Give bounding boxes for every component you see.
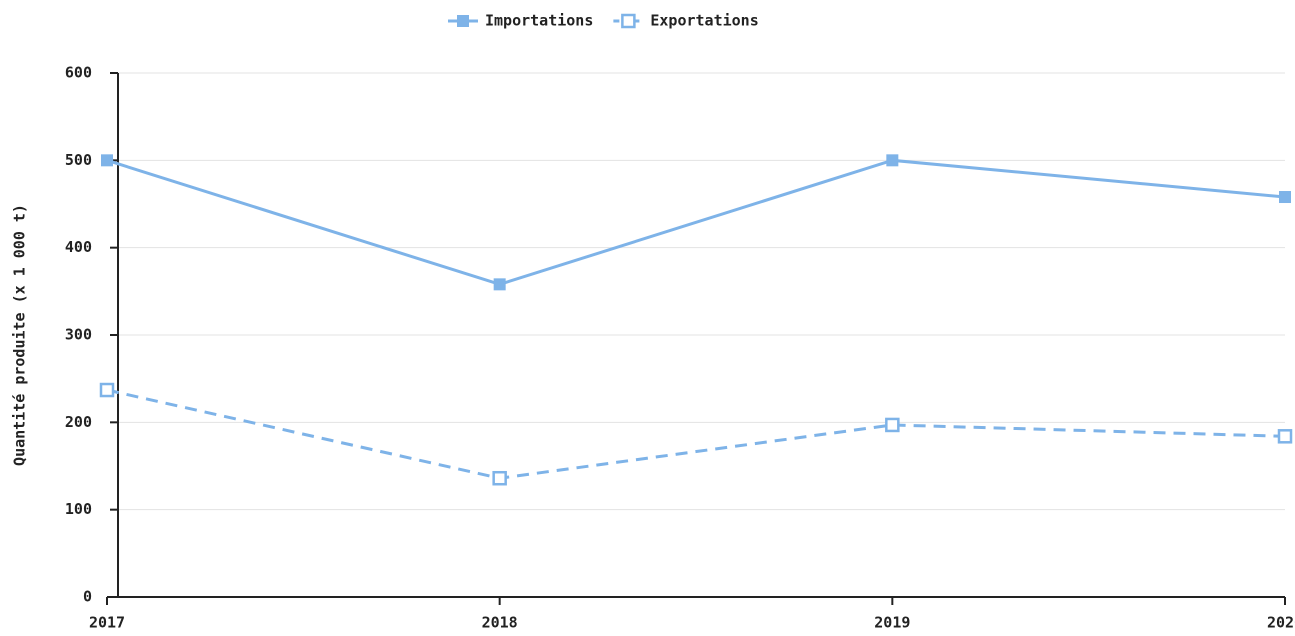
x-tick-label: 2018: [482, 614, 518, 632]
marker: [1277, 429, 1293, 444]
marker: [621, 13, 636, 29]
series-line: [106, 158, 1286, 286]
legend-label: Importations: [485, 12, 593, 30]
marker: [99, 382, 115, 398]
x-tick-label: 2017: [89, 614, 125, 632]
marker: [885, 417, 900, 433]
marker: [1279, 191, 1291, 204]
y-tick-label: 200: [65, 413, 92, 431]
y-tick-label: 300: [65, 326, 92, 344]
y-tick-label: 600: [65, 64, 92, 82]
legend-item: Importations: [448, 12, 593, 30]
y-tick-label: 0: [83, 588, 92, 606]
y-tick-label: 400: [65, 238, 92, 256]
marker: [493, 278, 506, 291]
x-tick-label: 2019: [874, 614, 910, 632]
y-tick-label: 500: [65, 151, 92, 169]
marker: [457, 15, 469, 27]
marker: [101, 154, 113, 167]
series-line: [106, 388, 1286, 480]
legend-item: Exportations: [613, 12, 759, 30]
y-tick-label: 100: [65, 500, 92, 518]
marker: [492, 470, 507, 486]
y-axis-title: Quantité produite (x 1 000 t): [11, 204, 29, 466]
x-tick-label: 2020: [1267, 614, 1295, 632]
marker: [886, 154, 899, 167]
legend-label: Exportations: [650, 12, 758, 30]
